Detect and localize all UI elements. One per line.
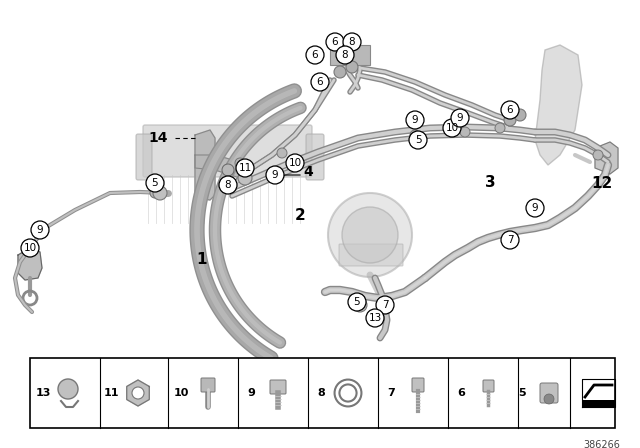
FancyBboxPatch shape — [270, 380, 286, 394]
Text: 1: 1 — [196, 253, 207, 267]
Text: 6: 6 — [312, 50, 318, 60]
Text: 7: 7 — [387, 388, 395, 398]
Text: 11: 11 — [238, 163, 252, 173]
Text: 4: 4 — [303, 165, 313, 179]
Bar — [582, 400, 615, 407]
Text: 14: 14 — [148, 131, 168, 145]
Circle shape — [376, 296, 394, 314]
Text: 11: 11 — [103, 388, 119, 398]
Circle shape — [406, 111, 424, 129]
Circle shape — [504, 114, 516, 126]
Circle shape — [501, 101, 519, 119]
Text: 5: 5 — [354, 297, 360, 307]
Text: 13: 13 — [35, 388, 51, 398]
Text: 5: 5 — [518, 388, 526, 398]
Circle shape — [451, 109, 469, 127]
Text: 13: 13 — [369, 313, 381, 323]
Text: 8: 8 — [349, 37, 355, 47]
Circle shape — [460, 127, 470, 137]
Circle shape — [238, 171, 252, 185]
Text: 9: 9 — [272, 170, 278, 180]
Circle shape — [514, 109, 526, 121]
Text: 7: 7 — [381, 300, 388, 310]
Text: 10: 10 — [445, 123, 459, 133]
Circle shape — [219, 176, 237, 194]
Text: 8: 8 — [317, 388, 325, 398]
Bar — [30, 358, 615, 428]
Polygon shape — [127, 380, 149, 406]
Circle shape — [146, 174, 164, 192]
Circle shape — [31, 221, 49, 239]
Text: 9: 9 — [36, 225, 44, 235]
Text: 10: 10 — [289, 158, 301, 168]
FancyBboxPatch shape — [306, 134, 324, 180]
Text: 7: 7 — [507, 235, 513, 245]
Polygon shape — [595, 142, 618, 174]
Text: 9: 9 — [247, 388, 255, 398]
Circle shape — [235, 158, 245, 168]
Circle shape — [443, 119, 461, 137]
Polygon shape — [195, 155, 245, 178]
Circle shape — [222, 164, 234, 176]
Polygon shape — [18, 248, 42, 280]
Text: 5: 5 — [415, 135, 421, 145]
Circle shape — [409, 131, 427, 149]
Circle shape — [544, 394, 554, 404]
FancyBboxPatch shape — [483, 380, 494, 392]
Circle shape — [410, 130, 420, 140]
Text: 6: 6 — [317, 77, 323, 87]
Text: 10: 10 — [173, 388, 189, 398]
Text: 9: 9 — [532, 203, 538, 213]
Circle shape — [342, 207, 398, 263]
FancyBboxPatch shape — [339, 244, 403, 266]
Circle shape — [132, 387, 144, 399]
Text: 3: 3 — [484, 175, 495, 190]
Circle shape — [526, 199, 544, 217]
FancyBboxPatch shape — [412, 378, 424, 392]
Circle shape — [306, 46, 324, 64]
Bar — [330, 45, 370, 65]
Circle shape — [236, 159, 254, 177]
Circle shape — [353, 298, 367, 312]
Text: 8: 8 — [225, 180, 231, 190]
Circle shape — [334, 66, 346, 78]
Circle shape — [328, 193, 412, 277]
Circle shape — [150, 188, 160, 198]
Circle shape — [286, 154, 304, 172]
Circle shape — [593, 150, 603, 160]
Circle shape — [346, 61, 358, 73]
FancyBboxPatch shape — [201, 378, 215, 392]
Text: 2: 2 — [294, 207, 305, 223]
Text: 9: 9 — [457, 113, 463, 123]
Circle shape — [348, 293, 366, 311]
Text: 9: 9 — [412, 115, 419, 125]
Text: 10: 10 — [24, 243, 36, 253]
FancyBboxPatch shape — [540, 383, 558, 403]
Text: 6: 6 — [457, 388, 465, 398]
Circle shape — [343, 33, 361, 51]
Text: 6: 6 — [507, 105, 513, 115]
Text: 386266: 386266 — [583, 440, 620, 448]
Circle shape — [326, 33, 344, 51]
Circle shape — [153, 186, 167, 200]
Circle shape — [266, 166, 284, 184]
Circle shape — [277, 148, 287, 158]
Polygon shape — [195, 130, 215, 200]
Circle shape — [501, 231, 519, 249]
Circle shape — [495, 123, 505, 133]
Circle shape — [336, 46, 354, 64]
Circle shape — [311, 73, 329, 91]
FancyBboxPatch shape — [136, 134, 152, 180]
FancyBboxPatch shape — [143, 125, 312, 177]
Circle shape — [58, 379, 78, 399]
Circle shape — [21, 239, 39, 257]
Text: 6: 6 — [332, 37, 339, 47]
Text: 8: 8 — [342, 50, 348, 60]
Polygon shape — [535, 45, 582, 165]
Circle shape — [366, 309, 384, 327]
Text: 12: 12 — [591, 176, 612, 190]
Text: 5: 5 — [152, 178, 158, 188]
